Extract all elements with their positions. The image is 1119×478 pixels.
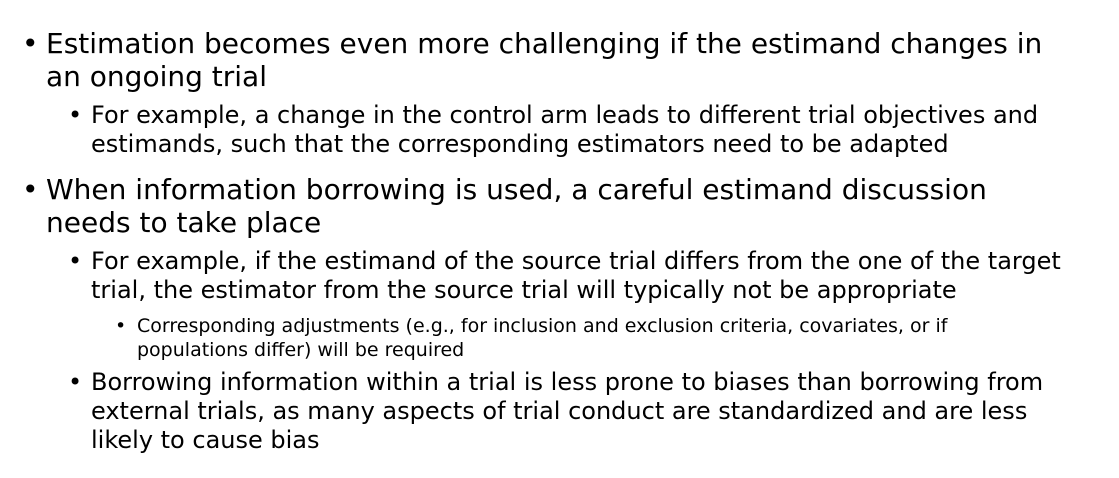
- bullet-text-line: likely to cause bias: [91, 426, 320, 454]
- bullet-text-line: When information borrowing is used, a ca…: [46, 173, 987, 206]
- bullet-dot-icon: •: [68, 247, 83, 275]
- bullet-text-line: Borrowing information within a trial is …: [91, 368, 1044, 396]
- sub-bullet-item-control-arm-example: • For example, a change in the control a…: [68, 101, 1039, 159]
- bullet-text-line: For example, if the estimand of the sour…: [91, 247, 1061, 275]
- bullet-text-line: Estimation becomes even more challenging…: [46, 27, 1043, 60]
- sub-sub-bullet-item-adjustments: • Corresponding adjustments (e.g., for i…: [115, 314, 948, 362]
- bullet-text-line: trial, the estimator from the source tri…: [91, 276, 957, 304]
- bullet-dot-icon: •: [115, 315, 127, 337]
- bullet-text-line: populations differ) will be required: [137, 339, 465, 361]
- bullet-text-line: an ongoing trial: [46, 60, 267, 93]
- bullet-text-line: needs to take place: [46, 206, 322, 239]
- sub-bullet-item-source-trial-example: • For example, if the estimand of the so…: [68, 247, 1061, 305]
- bullet-item-information-borrowing: • When information borrowing is used, a …: [22, 173, 987, 239]
- bullet-dot-icon: •: [22, 27, 39, 60]
- bullet-text-line: For example, a change in the control arm…: [91, 101, 1039, 129]
- bullet-text-line: estimands, such that the corresponding e…: [91, 130, 949, 158]
- bullet-dot-icon: •: [68, 101, 83, 129]
- bullet-text-line: Corresponding adjustments (e.g., for inc…: [137, 315, 948, 337]
- bullet-text-line: external trials, as many aspects of tria…: [91, 397, 1028, 425]
- sub-bullet-item-within-trial-borrowing: • Borrowing information within a trial i…: [68, 368, 1044, 455]
- bullet-dot-icon: •: [68, 368, 83, 396]
- bullet-item-estimation-challenging: • Estimation becomes even more challengi…: [22, 27, 1043, 93]
- bullet-dot-icon: •: [22, 173, 39, 206]
